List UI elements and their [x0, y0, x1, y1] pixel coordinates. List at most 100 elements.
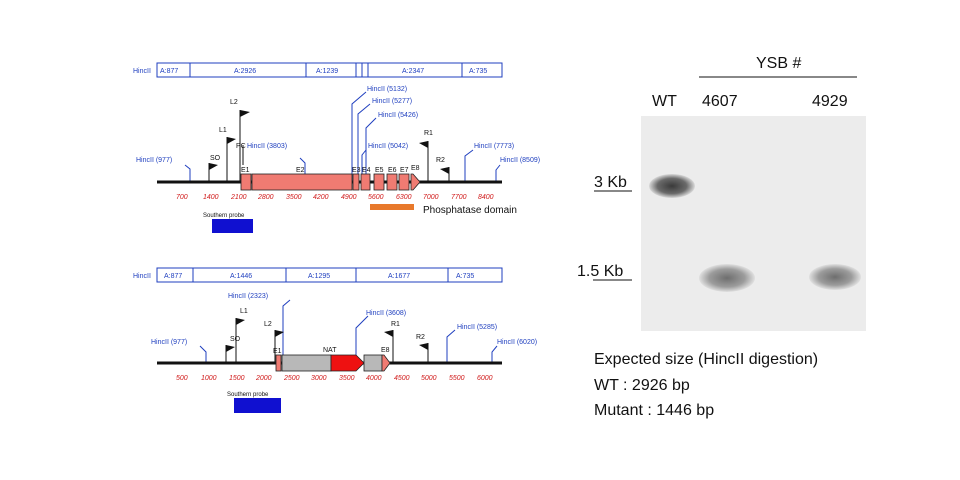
top-fragment-label: A:1239	[316, 68, 338, 75]
band-4929-1-5kb	[809, 264, 861, 290]
exon-e1	[240, 173, 252, 191]
svg-text:L1: L1	[240, 308, 248, 315]
band-wt-3kb	[649, 174, 695, 198]
svg-text:700: 700	[176, 194, 188, 201]
exon-e4	[360, 173, 371, 191]
svg-text:8400: 8400	[478, 194, 494, 201]
svg-text:2500: 2500	[283, 375, 300, 382]
svg-text:5500: 5500	[449, 375, 465, 382]
exon-e8-arrow	[410, 173, 421, 191]
ysb-group-label: YSB #	[756, 55, 801, 72]
top-site-label: HincII (5132)	[367, 86, 407, 93]
top-primer-l2: L2	[230, 99, 250, 182]
southern-blot-image	[641, 116, 866, 331]
top-fragment-bar	[156, 62, 503, 78]
exon-e8-arrow	[381, 354, 391, 372]
marker-3kb: 3 Kb	[594, 174, 627, 191]
lane-label-wt: WT	[652, 93, 677, 110]
top-primer-r2: R2	[436, 157, 450, 182]
exon-e7	[398, 173, 410, 191]
bottom-southern-probe	[234, 398, 281, 413]
svg-text:1400: 1400	[203, 194, 219, 201]
svg-text:E6: E6	[388, 167, 397, 174]
svg-text:2800: 2800	[257, 194, 274, 201]
site-line	[357, 103, 371, 182]
svg-text:R2: R2	[436, 157, 445, 164]
svg-text:5000: 5000	[421, 375, 437, 382]
bottom-site-label: HincII (2323)	[228, 293, 268, 300]
marker-1-5kb: 1.5 Kb	[577, 263, 623, 280]
nat-arrow	[330, 354, 365, 372]
top-fragment-label: A:735	[469, 68, 487, 75]
svg-text:3500: 3500	[286, 194, 302, 201]
top-probe-label: Southern probe	[203, 213, 245, 219]
svg-text:E7: E7	[400, 167, 409, 174]
svg-text:3500: 3500	[339, 375, 355, 382]
exon-e5	[373, 173, 385, 191]
svg-text:E2: E2	[296, 167, 305, 174]
nat-label: NAT	[323, 347, 337, 354]
svg-text:E1: E1	[241, 167, 250, 174]
bottom-fragment-label: A:1295	[308, 273, 330, 280]
svg-text:E8: E8	[411, 165, 420, 172]
svg-text:R1: R1	[424, 130, 433, 137]
bottom-primer-so: SO	[225, 336, 241, 363]
top-southern-probe	[212, 219, 253, 233]
nat-cassette-left	[281, 354, 332, 372]
bottom-fragment-label: A:1446	[230, 273, 252, 280]
bottom-site-label: HincII (3608)	[366, 310, 406, 317]
svg-text:L2: L2	[264, 321, 272, 328]
site-line	[361, 149, 367, 182]
lane-label-4929: 4929	[812, 93, 848, 110]
site-line	[464, 149, 474, 182]
phosphatase-domain-bar	[370, 204, 414, 210]
svg-text:2100: 2100	[230, 194, 247, 201]
top-site-label: HincII (8509)	[500, 157, 540, 164]
bottom-fragment-label: A:1677	[388, 273, 410, 280]
svg-text:E3: E3	[352, 167, 361, 174]
nat-cassette-right	[363, 354, 383, 372]
caption-expected-size: Expected size (HincII digestion)	[594, 351, 819, 368]
top-fragment-label: A:2347	[402, 68, 424, 75]
svg-text:6300: 6300	[396, 194, 412, 201]
site-line	[495, 164, 501, 182]
top-fragment-label: A:877	[160, 68, 178, 75]
top-ticks: 700 1400 2100 2800 3500 4200 4900 5600 6…	[176, 194, 494, 201]
top-map: HincII A:877 A:2926 A:1239 A:2347 A:735 …	[133, 62, 540, 233]
svg-text:500: 500	[176, 375, 188, 382]
svg-text:1000: 1000	[201, 375, 217, 382]
top-primer-so: SO	[208, 155, 221, 182]
bottom-primer-l2: L2	[264, 321, 284, 363]
bottom-primer-r2: R2	[416, 334, 429, 363]
exon-e6	[386, 173, 398, 191]
bottom-site-label: HincII (977)	[151, 339, 187, 346]
bottom-ticks: 500 1000 1500 2000 2500 3000 3500 4000 4…	[176, 375, 493, 382]
top-site-label: HincII (5426)	[378, 112, 418, 119]
svg-text:5600: 5600	[368, 194, 384, 201]
bottom-site-label: HincII (6020)	[497, 339, 537, 346]
bottom-fragment-label: A:877	[164, 273, 182, 280]
phosphatase-domain-label: Phosphatase domain	[423, 205, 517, 216]
top-fragment-enzyme: HincII	[133, 68, 151, 75]
exon-e3	[352, 173, 360, 191]
caption-wt-size: WT : 2926 bp	[594, 377, 690, 394]
exon-e1	[275, 354, 282, 372]
svg-text:E4: E4	[362, 167, 371, 174]
caption-mutant-size: Mutant : 1446 bp	[594, 402, 715, 419]
svg-text:PC: PC	[236, 143, 246, 150]
svg-text:R1: R1	[391, 321, 400, 328]
bottom-fragment-enzyme: HincII	[133, 273, 151, 280]
svg-text:6000: 6000	[477, 375, 493, 382]
top-exons: E1 E2 E3 E4 E5 E6 E7 E8	[240, 165, 421, 191]
site-line	[282, 299, 291, 363]
svg-text:4200: 4200	[313, 194, 329, 201]
top-site-label: HincII (3803)	[247, 143, 287, 150]
bottom-primer-l1: L1	[235, 308, 248, 363]
svg-text:3000: 3000	[311, 375, 327, 382]
top-primer-pc: PC	[236, 143, 246, 165]
svg-text:4900: 4900	[341, 194, 357, 201]
svg-text:4000: 4000	[366, 375, 382, 382]
svg-text:E5: E5	[375, 167, 384, 174]
bottom-primer-r1: R1	[384, 321, 400, 363]
svg-text:7000: 7000	[423, 194, 439, 201]
